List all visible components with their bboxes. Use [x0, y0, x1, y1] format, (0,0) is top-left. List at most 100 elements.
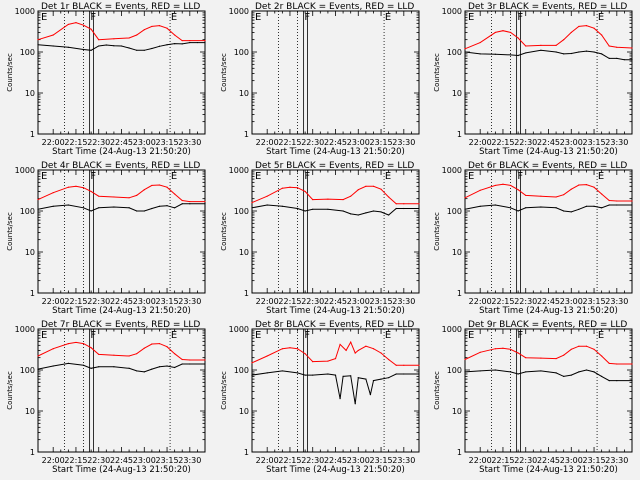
data-point-events	[464, 208, 466, 210]
data-point-events	[357, 214, 359, 216]
panel-title: Det 8r BLACK = Events, RED = LLD	[255, 320, 414, 330]
data-point-events	[189, 203, 191, 205]
data-point-events	[98, 207, 100, 209]
series-line-events	[251, 204, 419, 216]
data-point-lld	[570, 348, 572, 350]
data-point-lld	[174, 193, 176, 195]
data-point-lld	[327, 360, 329, 362]
data-point-lld	[616, 363, 618, 365]
data-point-events	[82, 48, 85, 51]
data-point-lld	[334, 357, 337, 360]
marker-f: F	[304, 12, 310, 23]
y-tick-label: 100	[447, 48, 462, 57]
data-point-lld	[608, 199, 610, 202]
data-point-events	[509, 207, 512, 209]
data-point-events	[525, 371, 527, 373]
x-tick-label: 22:00	[256, 138, 279, 147]
data-point-lld	[365, 185, 367, 187]
data-point-events	[136, 370, 138, 372]
series-line-lld	[464, 345, 632, 365]
data-point-lld	[136, 353, 138, 355]
data-point-events	[578, 371, 580, 373]
data-point-events	[563, 210, 565, 212]
data-point-lld	[601, 193, 603, 195]
data-point-events	[281, 205, 283, 207]
data-point-lld	[494, 31, 496, 34]
data-point-events	[570, 211, 572, 213]
plot-frame	[37, 328, 206, 453]
x-tick-label: 23:30	[605, 297, 628, 306]
data-point-lld	[52, 34, 54, 36]
panel-det-9: Det 9r BLACK = Events, RED = LLD 1 10 100 10…	[433, 320, 633, 475]
data-point-events	[82, 364, 85, 366]
data-point-events	[166, 365, 168, 367]
data-point-events	[517, 210, 519, 212]
data-point-lld	[525, 357, 527, 359]
series-line-events	[37, 362, 205, 373]
y-axis-label: Counts/sec	[220, 212, 228, 251]
data-point-lld	[342, 198, 344, 201]
x-tick-label: 22:15	[278, 456, 301, 465]
data-point-events	[540, 370, 542, 372]
data-point-lld	[616, 46, 618, 48]
data-point-lld	[509, 184, 512, 187]
data-point-lld	[578, 345, 580, 347]
y-tick-label: 100	[234, 366, 249, 375]
panel-title: Det 4r BLACK = Events, RED = LLD	[41, 161, 200, 171]
y-tick-label: 100	[20, 366, 35, 375]
y-tick-label: 1000	[229, 166, 249, 175]
y-tick-label: 10	[239, 248, 249, 257]
y-axis-label: Counts/sec	[220, 371, 228, 410]
y-tick-label: 1000	[229, 325, 249, 334]
data-point-events	[98, 45, 100, 47]
data-point-events	[281, 370, 283, 372]
data-point-lld	[251, 202, 253, 204]
data-point-lld	[593, 27, 595, 29]
data-point-events	[555, 207, 557, 209]
data-point-events	[585, 369, 588, 371]
data-point-lld	[525, 45, 527, 47]
data-point-lld	[509, 348, 512, 350]
plot-frame	[251, 328, 420, 453]
x-tick-label: 23:30	[392, 297, 415, 306]
data-point-lld	[113, 38, 115, 40]
y-tick-label: 1000	[15, 166, 35, 175]
data-point-events	[509, 54, 512, 56]
data-point-events	[90, 49, 92, 51]
data-point-events	[563, 375, 565, 377]
data-point-lld	[296, 187, 299, 189]
data-point-lld	[464, 358, 466, 361]
data-point-events	[494, 204, 496, 206]
x-tick-label: 22:45	[110, 138, 133, 147]
x-axis-label: Start Time (24-Aug-13 21:50:20)	[52, 306, 191, 316]
data-point-lld	[608, 45, 610, 47]
data-point-events	[365, 212, 367, 214]
data-point-events	[525, 52, 527, 54]
data-point-lld	[380, 352, 382, 354]
y-tick-label: 1000	[229, 7, 249, 16]
data-point-lld	[357, 349, 359, 352]
data-point-lld	[502, 347, 504, 349]
x-tick-label: 22:45	[324, 297, 347, 306]
data-point-events	[113, 206, 115, 208]
data-point-lld	[502, 183, 504, 185]
data-point-events	[181, 43, 183, 45]
data-point-events	[189, 363, 191, 365]
x-tick-label: 23:30	[605, 138, 628, 147]
data-point-lld	[181, 199, 183, 202]
data-point-lld	[631, 200, 633, 202]
data-point-events	[563, 53, 565, 55]
x-tick-label: 22:00	[42, 456, 65, 465]
data-point-lld	[578, 25, 580, 28]
data-point-lld	[158, 184, 161, 186]
data-point-lld	[52, 348, 54, 350]
y-axis-label: Counts/sec	[6, 53, 14, 92]
data-point-lld	[90, 28, 92, 30]
data-point-events	[395, 207, 397, 210]
data-point-lld	[350, 341, 352, 343]
series-line-lld	[464, 183, 632, 202]
data-point-lld	[82, 187, 85, 189]
data-point-lld	[166, 27, 168, 29]
data-point-lld	[75, 185, 77, 187]
data-point-events	[151, 368, 153, 370]
